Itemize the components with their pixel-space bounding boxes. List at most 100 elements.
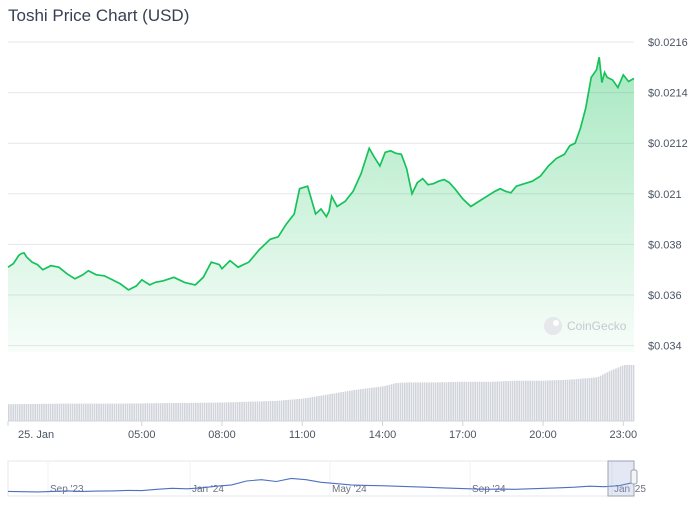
volume-bar	[19, 404, 21, 421]
volume-bar	[14, 404, 17, 421]
volume-bar	[261, 401, 263, 421]
volume-bar	[283, 400, 285, 421]
volume-bar	[415, 382, 417, 421]
navigator-handle[interactable]	[630, 469, 638, 485]
volume-bar	[135, 403, 138, 421]
volume-bar	[36, 403, 39, 421]
volume-bar	[485, 381, 487, 421]
volume-bar	[542, 380, 545, 421]
volume-bar	[549, 380, 551, 421]
volume-bar	[228, 402, 230, 421]
volume-bar	[239, 402, 241, 421]
volume-bar	[12, 404, 14, 421]
volume-bar	[190, 402, 193, 421]
volume-bar	[52, 403, 54, 421]
volume-bar	[630, 365, 633, 421]
volume-bar	[38, 403, 41, 421]
volume-bar	[577, 378, 580, 421]
volume-bar	[377, 386, 380, 421]
volume-bar	[401, 382, 404, 421]
volume-bar	[10, 404, 12, 421]
volume-bar	[186, 402, 188, 421]
volume-bar	[357, 389, 360, 421]
navigator[interactable]: Sep '23 Jan '24 May '24 Sep '24 Jan '25	[7, 460, 646, 497]
volume-bar	[170, 403, 173, 421]
volume-bar	[536, 380, 538, 421]
volume-bar	[41, 403, 43, 421]
volume-bar	[410, 382, 413, 421]
volume-bar	[56, 403, 58, 421]
volume-bar	[225, 402, 228, 421]
volume-bar	[96, 403, 98, 421]
y-tick-label: $0.036	[648, 290, 682, 302]
navigator-tick-label: Sep '23	[50, 484, 84, 495]
volume-bar	[386, 385, 388, 421]
volume-bar	[602, 374, 604, 421]
volume-bar	[608, 371, 611, 421]
navigator-selection[interactable]	[607, 460, 635, 497]
volume-bar	[311, 397, 314, 421]
y-tick-label: $0.021	[648, 189, 682, 201]
volume-bar	[148, 403, 151, 421]
volume-bar	[329, 394, 331, 421]
volume-bar	[610, 370, 613, 421]
volume-bar	[23, 404, 25, 421]
volume-bar	[115, 403, 118, 421]
volume-bar	[417, 382, 419, 421]
volume-bar	[199, 402, 201, 421]
volume-bar	[162, 403, 164, 421]
volume-bar	[45, 403, 47, 421]
volume-bar	[309, 397, 311, 421]
volume-bar	[511, 380, 514, 421]
volume-bar	[129, 403, 131, 421]
volume-bar	[404, 382, 406, 421]
volume-bar	[588, 378, 591, 421]
volume-bar	[379, 386, 382, 421]
volume-bar	[544, 380, 547, 421]
volume-bar	[74, 403, 76, 421]
volume-bar	[487, 381, 490, 421]
volume-bar	[505, 381, 507, 421]
volume-bar	[245, 401, 248, 421]
volume-bar	[274, 400, 276, 421]
volume-bar	[481, 381, 483, 421]
volume-bar	[522, 380, 525, 421]
volume-bar	[441, 382, 443, 421]
volume-bar	[247, 401, 250, 421]
volume-bar	[100, 403, 102, 421]
volume-bar	[60, 403, 63, 421]
volume-bar	[131, 403, 133, 421]
volume-bar	[250, 401, 252, 421]
volume-bar	[93, 403, 96, 421]
volume-bar	[562, 379, 564, 421]
volume-bar	[82, 403, 85, 421]
volume-bar	[465, 381, 468, 421]
volume-bar	[234, 402, 237, 421]
volume-bar	[89, 403, 91, 421]
volume-bar	[58, 403, 61, 421]
volume-bar	[324, 394, 327, 421]
volume-bar	[327, 394, 329, 421]
volume-bar	[626, 365, 628, 421]
volume-bar	[384, 385, 386, 421]
volume-bar	[604, 373, 606, 421]
volume-bar	[322, 395, 325, 421]
volume-bar	[67, 403, 69, 421]
volume-bar	[452, 382, 454, 421]
volume-bar	[320, 395, 322, 421]
volume-bar	[214, 402, 217, 421]
volume-bar	[177, 403, 179, 421]
volume-bar	[217, 402, 219, 421]
navigator-tick-label: Jan '24	[192, 484, 224, 495]
chart-title: Toshi Price Chart (USD)	[8, 6, 190, 25]
volume-bar	[175, 403, 177, 421]
volume-bar	[388, 384, 391, 421]
navigator-line	[7, 477, 635, 493]
volume-bar	[467, 381, 470, 421]
volume-bar	[399, 382, 402, 421]
volume-bar	[597, 376, 600, 421]
volume-bar	[599, 375, 602, 421]
volume-bar	[628, 365, 630, 421]
volume-bar	[494, 381, 496, 421]
volume-bar	[298, 398, 300, 421]
